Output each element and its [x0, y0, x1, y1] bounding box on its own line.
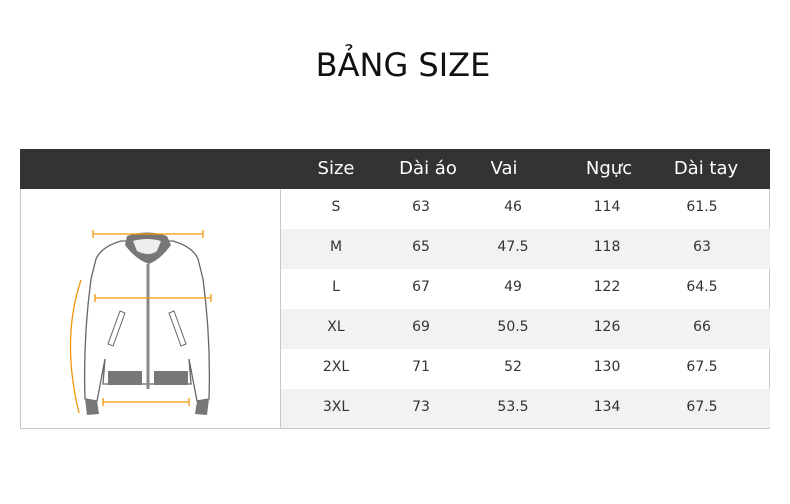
- cell-chest: 134: [593, 399, 621, 415]
- cell-sleeve: 66: [693, 319, 711, 335]
- cell-size: L: [332, 279, 340, 295]
- cell-chest: 126: [593, 319, 621, 335]
- cell-sleeve: 61.5: [686, 199, 718, 215]
- table-row: M 65 47.5 118 63: [281, 229, 770, 269]
- column-header-length: Dài áo: [399, 158, 457, 179]
- page-title: BẢNG SIZE: [315, 46, 491, 84]
- cell-size: XL: [327, 319, 345, 335]
- cell-chest: 114: [593, 199, 621, 215]
- cell-length: 67: [412, 279, 430, 295]
- table-row: 2XL 71 52 130 67.5: [281, 349, 770, 389]
- cell-chest: 122: [593, 279, 621, 295]
- jacket-illustration-icon: [69, 230, 212, 415]
- cell-chest: 130: [593, 359, 621, 375]
- table-row: S 63 46 114 61.5: [281, 189, 770, 229]
- cell-sleeve: 67.5: [686, 359, 718, 375]
- table-row: 3XL 73 53.5 134 67.5: [281, 389, 770, 428]
- cell-sleeve: 64.5: [686, 279, 718, 295]
- cell-sleeve: 63: [693, 239, 711, 255]
- cell-shoulder: 49: [504, 279, 522, 295]
- cell-shoulder: 53.5: [497, 399, 529, 415]
- cell-chest: 118: [593, 239, 621, 255]
- cell-shoulder: 52: [504, 359, 522, 375]
- cell-length: 65: [412, 239, 430, 255]
- cell-shoulder: 47.5: [497, 239, 529, 255]
- jacket-diagram: [21, 189, 281, 428]
- size-table: Size Dài áo Vai Ngực Dài tay: [20, 149, 770, 429]
- cell-length: 71: [412, 359, 430, 375]
- column-header-shoulder: Vai: [490, 158, 518, 179]
- cell-size: 2XL: [322, 359, 350, 375]
- cell-sleeve: 67.5: [686, 399, 718, 415]
- cell-shoulder: 46: [504, 199, 522, 215]
- table-row: L 67 49 122 64.5: [281, 269, 770, 309]
- table-header: Size Dài áo Vai Ngực Dài tay: [20, 149, 770, 189]
- column-header-sleeve: Dài tay: [673, 158, 739, 179]
- column-header-size: Size: [317, 158, 355, 179]
- cell-size: M: [329, 239, 343, 255]
- cell-length: 69: [412, 319, 430, 335]
- cell-shoulder: 50.5: [497, 319, 529, 335]
- table-row: XL 69 50.5 126 66: [281, 309, 770, 349]
- column-header-chest: Ngực: [585, 158, 633, 179]
- cell-size: S: [331, 199, 341, 215]
- cell-length: 63: [412, 199, 430, 215]
- cell-length: 73: [412, 399, 430, 415]
- cell-size: 3XL: [322, 399, 350, 415]
